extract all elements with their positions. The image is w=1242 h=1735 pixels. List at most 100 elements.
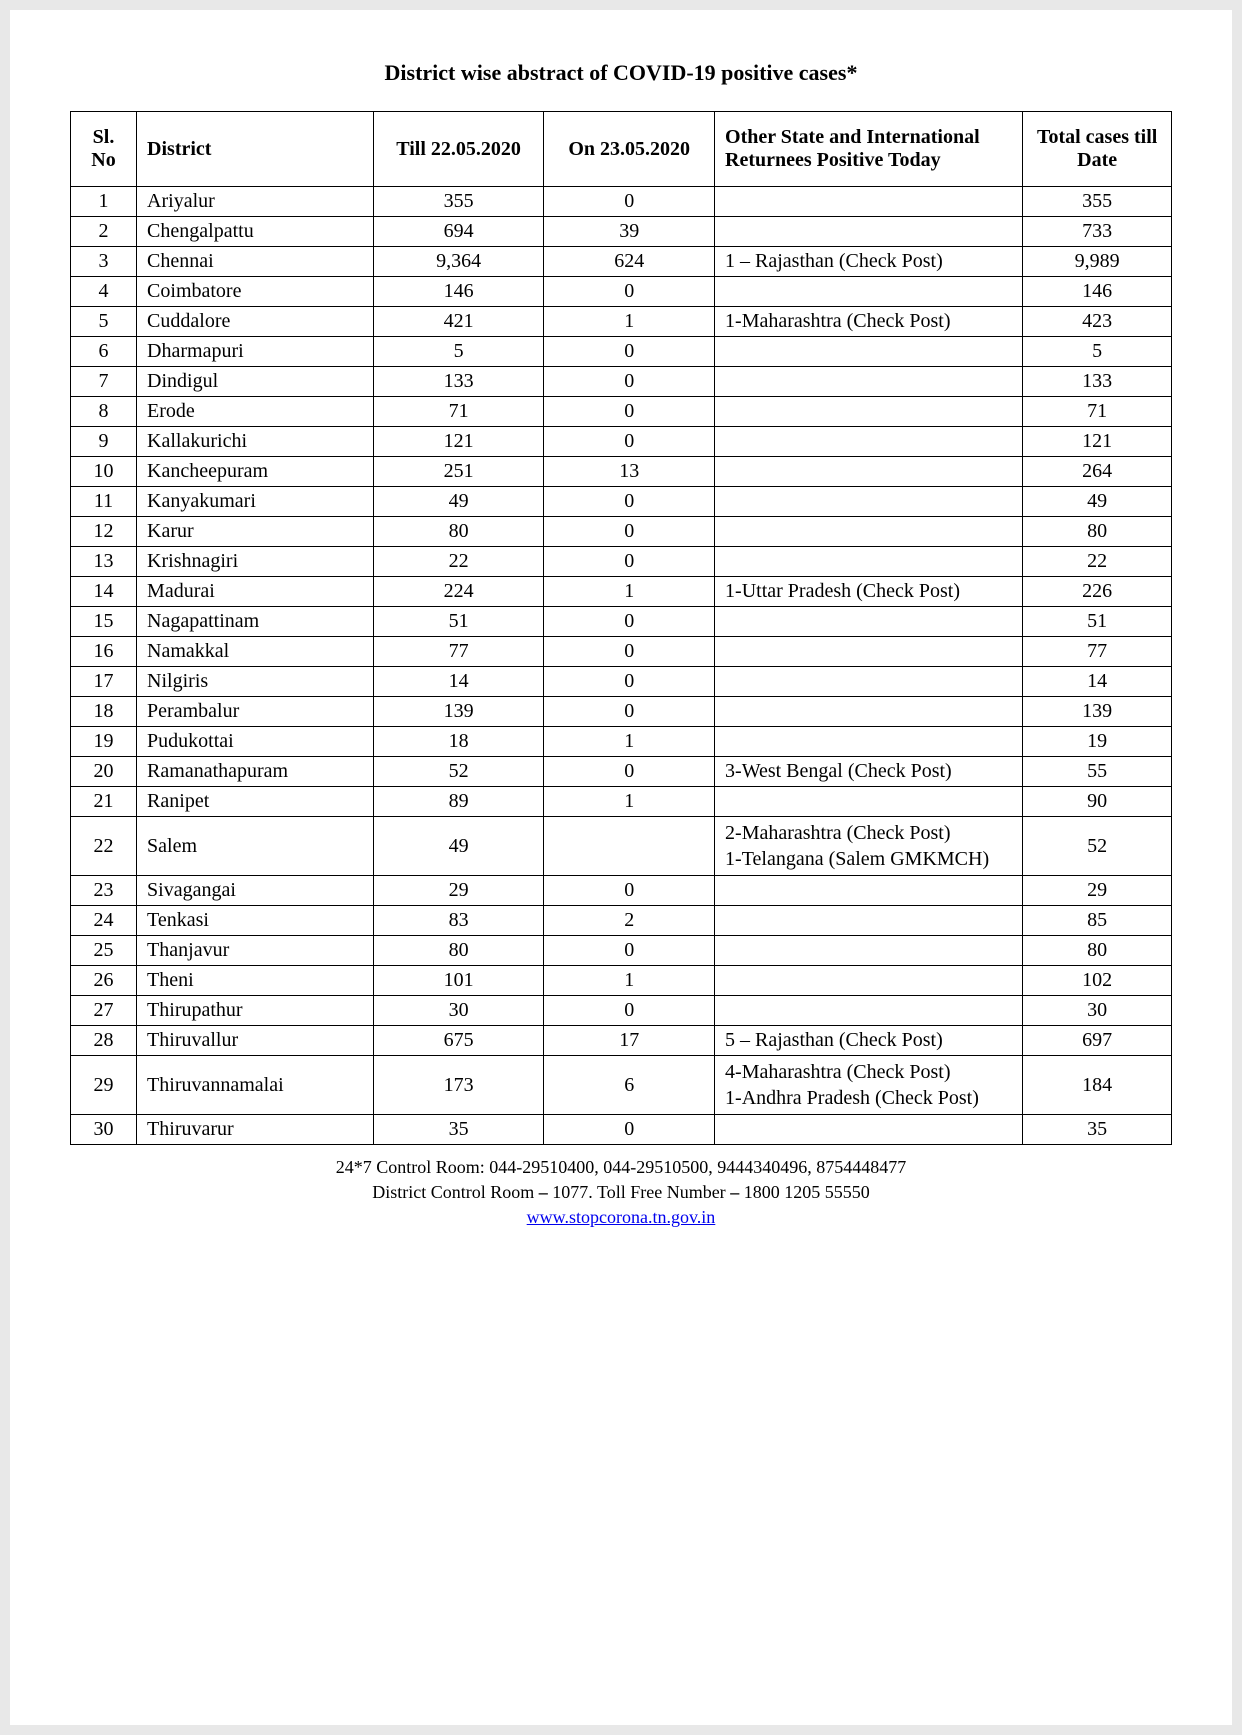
table-row: 13Krishnagiri22022 bbox=[71, 547, 1172, 577]
cell-sl: 1 bbox=[71, 187, 137, 217]
cell-till: 9,364 bbox=[373, 247, 544, 277]
cell-till: 77 bbox=[373, 637, 544, 667]
cell-other bbox=[715, 906, 1023, 936]
cell-till: 694 bbox=[373, 217, 544, 247]
cell-sl: 2 bbox=[71, 217, 137, 247]
cell-total: 35 bbox=[1023, 1115, 1172, 1145]
table-header: Sl. No District Till 22.05.2020 On 23.05… bbox=[71, 112, 1172, 187]
cell-total: 121 bbox=[1023, 427, 1172, 457]
cell-sl: 11 bbox=[71, 487, 137, 517]
cell-on: 1 bbox=[544, 727, 715, 757]
table-row: 14Madurai22411-Uttar Pradesh (Check Post… bbox=[71, 577, 1172, 607]
cell-till: 139 bbox=[373, 697, 544, 727]
cell-district: Thiruvallur bbox=[137, 1026, 374, 1056]
table-row: 22Salem492-Maharashtra (Check Post) 1-Te… bbox=[71, 817, 1172, 876]
cell-total: 71 bbox=[1023, 397, 1172, 427]
cell-district: Ariyalur bbox=[137, 187, 374, 217]
cell-sl: 14 bbox=[71, 577, 137, 607]
table-row: 16Namakkal77077 bbox=[71, 637, 1172, 667]
cell-on: 0 bbox=[544, 607, 715, 637]
table-row: 7Dindigul1330133 bbox=[71, 367, 1172, 397]
cell-till: 29 bbox=[373, 876, 544, 906]
column-header-district: District bbox=[137, 112, 374, 187]
cell-sl: 19 bbox=[71, 727, 137, 757]
cell-sl: 29 bbox=[71, 1056, 137, 1115]
cell-district: Thiruvannamalai bbox=[137, 1056, 374, 1115]
cell-till: 22 bbox=[373, 547, 544, 577]
cell-other bbox=[715, 697, 1023, 727]
table-row: 28Thiruvallur67517 5 – Rajasthan (Check … bbox=[71, 1026, 1172, 1056]
cell-total: 697 bbox=[1023, 1026, 1172, 1056]
cell-district: Ranipet bbox=[137, 787, 374, 817]
cell-on: 13 bbox=[544, 457, 715, 487]
table-row: 10Kancheepuram25113264 bbox=[71, 457, 1172, 487]
table-body: 1Ariyalur35503552Chengalpattu694397333Ch… bbox=[71, 187, 1172, 1145]
cell-till: 51 bbox=[373, 607, 544, 637]
cell-total: 733 bbox=[1023, 217, 1172, 247]
cell-sl: 24 bbox=[71, 906, 137, 936]
cell-other: 2-Maharashtra (Check Post) 1-Telangana (… bbox=[715, 817, 1023, 876]
cell-district: Namakkal bbox=[137, 637, 374, 667]
table-row: 1Ariyalur3550355 bbox=[71, 187, 1172, 217]
cell-other bbox=[715, 367, 1023, 397]
cell-sl: 9 bbox=[71, 427, 137, 457]
column-header-on: On 23.05.2020 bbox=[544, 112, 715, 187]
cell-other: 1-Maharashtra (Check Post) bbox=[715, 307, 1023, 337]
table-row: 18Perambalur1390139 bbox=[71, 697, 1172, 727]
cell-district: Kancheepuram bbox=[137, 457, 374, 487]
cell-on: 0 bbox=[544, 277, 715, 307]
cell-on bbox=[544, 817, 715, 876]
cell-total: 51 bbox=[1023, 607, 1172, 637]
cell-total: 14 bbox=[1023, 667, 1172, 697]
cell-on: 39 bbox=[544, 217, 715, 247]
document-page: District wise abstract of COVID-19 posit… bbox=[10, 10, 1232, 1725]
table-row: 5Cuddalore42111-Maharashtra (Check Post)… bbox=[71, 307, 1172, 337]
covid-cases-table: Sl. No District Till 22.05.2020 On 23.05… bbox=[70, 111, 1172, 1145]
cell-other bbox=[715, 876, 1023, 906]
table-row: 6Dharmapuri505 bbox=[71, 337, 1172, 367]
cell-till: 71 bbox=[373, 397, 544, 427]
cell-district: Krishnagiri bbox=[137, 547, 374, 577]
cell-district: Madurai bbox=[137, 577, 374, 607]
cell-district: Tenkasi bbox=[137, 906, 374, 936]
cell-till: 30 bbox=[373, 996, 544, 1026]
cell-district: Ramanathapuram bbox=[137, 757, 374, 787]
cell-till: 133 bbox=[373, 367, 544, 397]
cell-sl: 4 bbox=[71, 277, 137, 307]
cell-other bbox=[715, 487, 1023, 517]
cell-total: 77 bbox=[1023, 637, 1172, 667]
cell-total: 30 bbox=[1023, 996, 1172, 1026]
cell-till: 121 bbox=[373, 427, 544, 457]
cell-total: 184 bbox=[1023, 1056, 1172, 1115]
cell-till: 14 bbox=[373, 667, 544, 697]
cell-till: 89 bbox=[373, 787, 544, 817]
cell-district: Nagapattinam bbox=[137, 607, 374, 637]
cell-sl: 10 bbox=[71, 457, 137, 487]
cell-total: 19 bbox=[1023, 727, 1172, 757]
cell-other: 4-Maharashtra (Check Post) 1-Andhra Prad… bbox=[715, 1056, 1023, 1115]
cell-other bbox=[715, 547, 1023, 577]
cell-total: 133 bbox=[1023, 367, 1172, 397]
cell-other: 1 – Rajasthan (Check Post) bbox=[715, 247, 1023, 277]
cell-sl: 18 bbox=[71, 697, 137, 727]
cell-on: 0 bbox=[544, 637, 715, 667]
cell-on: 0 bbox=[544, 517, 715, 547]
cell-other bbox=[715, 277, 1023, 307]
cell-other: 1-Uttar Pradesh (Check Post) bbox=[715, 577, 1023, 607]
cell-other bbox=[715, 936, 1023, 966]
cell-till: 224 bbox=[373, 577, 544, 607]
cell-till: 675 bbox=[373, 1026, 544, 1056]
cell-other bbox=[715, 667, 1023, 697]
cell-other bbox=[715, 217, 1023, 247]
cell-till: 49 bbox=[373, 817, 544, 876]
footer-text: 1800 1205 55550 bbox=[739, 1182, 870, 1202]
cell-total: 49 bbox=[1023, 487, 1172, 517]
cell-district: Kanyakumari bbox=[137, 487, 374, 517]
cell-total: 355 bbox=[1023, 187, 1172, 217]
cell-other bbox=[715, 787, 1023, 817]
cell-sl: 25 bbox=[71, 936, 137, 966]
table-row: 20Ramanathapuram5203-West Bengal (Check … bbox=[71, 757, 1172, 787]
footer-link[interactable]: www.stopcorona.tn.gov.in bbox=[527, 1207, 716, 1227]
table-row: 21Ranipet89190 bbox=[71, 787, 1172, 817]
cell-on: 1 bbox=[544, 577, 715, 607]
